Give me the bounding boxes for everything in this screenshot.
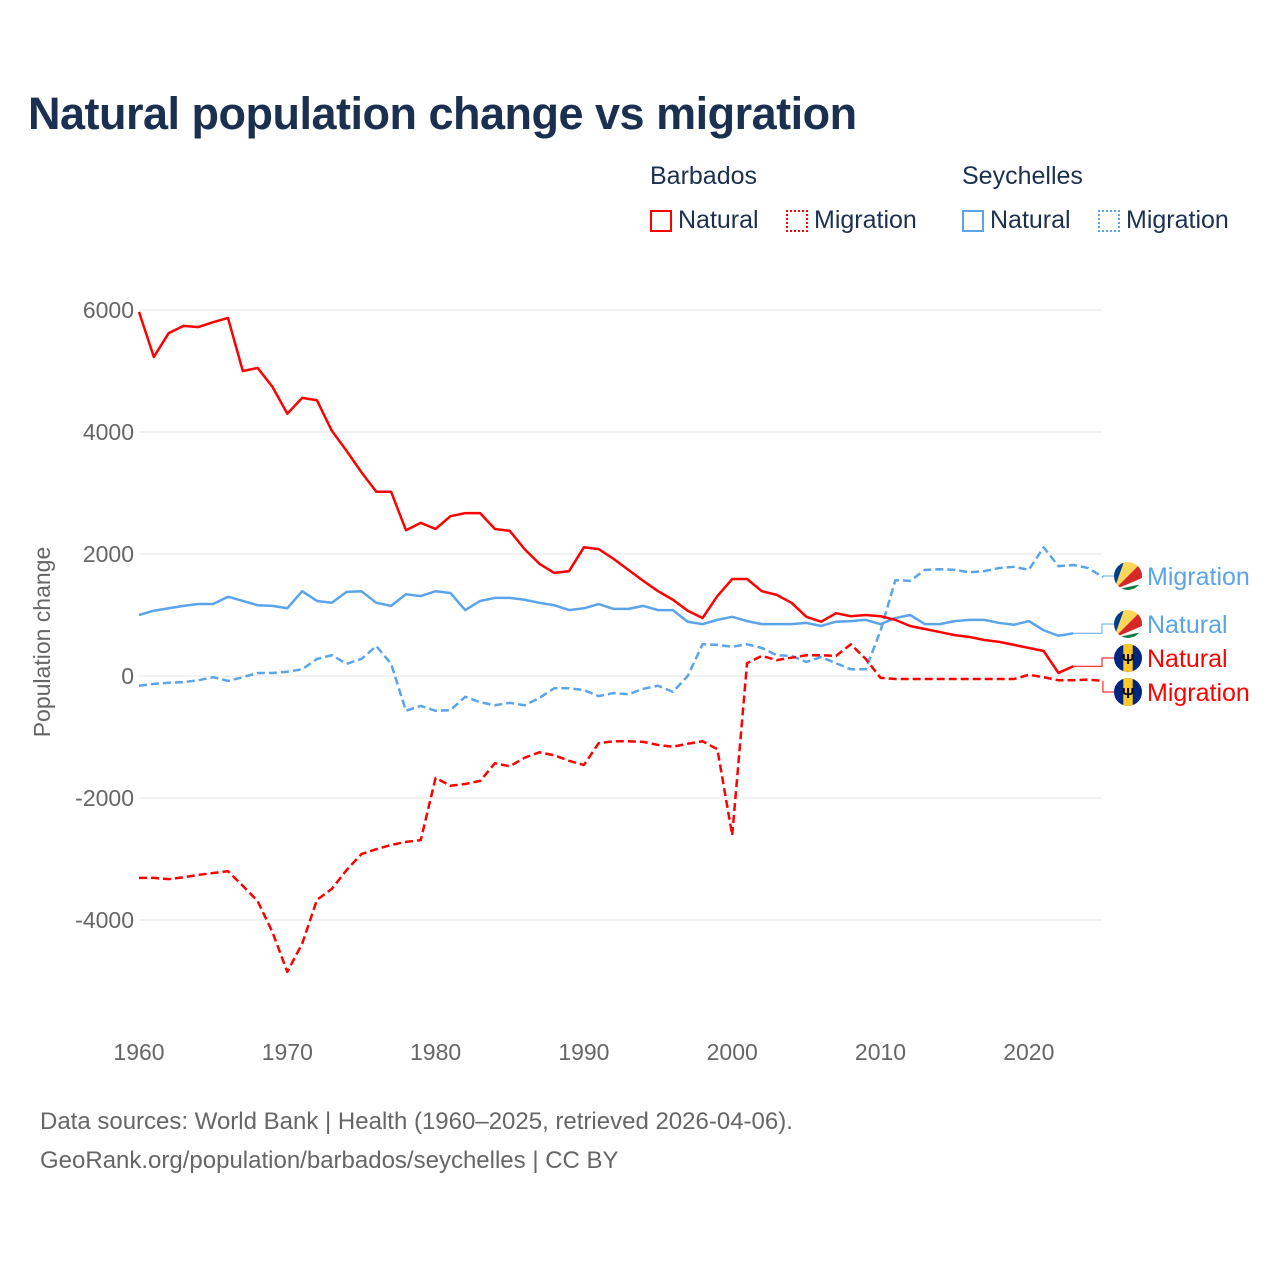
flag-band-red (1114, 610, 1142, 638)
seychelles-flag-icon (1114, 562, 1142, 590)
flag-band-gold (1123, 678, 1133, 706)
x-tick-label: 2020 (1003, 1039, 1054, 1065)
legend-item-seychelles-migration[interactable]: Migration (1098, 206, 1229, 235)
legend-item-seychelles-natural[interactable]: Natural (962, 206, 1071, 235)
series-line-barbados-migration (139, 643, 1104, 974)
series-line-seychelles-migration (138, 546, 1104, 713)
x-tick-label: 1980 (410, 1039, 461, 1065)
legend-group-title: Barbados (650, 162, 758, 190)
flag-body (1114, 610, 1142, 638)
line-chart: 6000 4000 2000 0 -2000 -4000 1960 1970 1980 1990… (29, 297, 1250, 1065)
y-tick-label: -2000 (75, 785, 134, 811)
x-tick-label: 1970 (262, 1039, 313, 1065)
series-end-label: Migration (1147, 679, 1250, 707)
series-end-label: Natural (1147, 645, 1228, 673)
x-tick-label: 2000 (707, 1039, 758, 1065)
label-connector (1073, 657, 1114, 667)
seychelles-flag-icon (1114, 610, 1142, 638)
legend-group-barbados: Barbados Natural Migration (650, 162, 917, 234)
legend-group-title: Seychelles (962, 162, 1083, 190)
series-line-seychelles-natural (138, 589, 1074, 637)
legend-label: Natural (990, 206, 1071, 234)
x-tick-label: 1990 (558, 1039, 609, 1065)
trident-icon: Ψ (1122, 685, 1134, 702)
y-tick-label: -4000 (75, 907, 134, 933)
legend-label: Migration (814, 206, 917, 234)
series-line-barbados-natural (137, 311, 1074, 675)
legend-swatch-dotted (786, 209, 808, 232)
y-tick-label: 2000 (83, 541, 134, 567)
y-tick-label: 4000 (83, 419, 134, 445)
footer-sources: Data sources: World Bank | Health (1960–… (40, 1108, 793, 1135)
flag-band-red (1114, 562, 1142, 590)
legend-swatch-solid (650, 209, 672, 232)
flag-band-gold (1123, 644, 1133, 672)
legend-item-barbados-migration[interactable]: Migration (786, 206, 917, 235)
legend-group-seychelles: Seychelles Natural Migration (962, 162, 1229, 234)
y-tick-label: 0 (121, 663, 134, 689)
y-axis-label: Population change (29, 547, 55, 738)
footer-attribution: GeoRank.org/population/barbados/seychell… (40, 1147, 619, 1174)
label-connector (1073, 623, 1114, 634)
flag-body (1114, 562, 1142, 590)
chart-title: Natural population change vs migration (28, 88, 857, 139)
legend-swatch-dotted (1098, 209, 1120, 232)
x-tick-label: 1960 (113, 1039, 164, 1065)
legend-label: Natural (678, 206, 759, 234)
series-end-label: Natural (1147, 611, 1228, 639)
barbados-flag-icon: Ψ (1114, 644, 1142, 672)
legend-swatch-solid (962, 209, 984, 232)
flag-body: Ψ (1114, 644, 1142, 672)
y-tick-label: 6000 (83, 297, 134, 323)
x-tick-label: 2010 (855, 1039, 906, 1065)
label-connector (1102, 680, 1114, 693)
barbados-flag-icon: Ψ (1114, 678, 1142, 706)
legend-item-barbados-natural[interactable]: Natural (650, 206, 759, 235)
flag-body: Ψ (1114, 678, 1142, 706)
series-end-label: Migration (1147, 563, 1250, 591)
label-connector (1102, 575, 1114, 578)
legend-label: Migration (1126, 206, 1229, 234)
trident-icon: Ψ (1122, 651, 1134, 668)
